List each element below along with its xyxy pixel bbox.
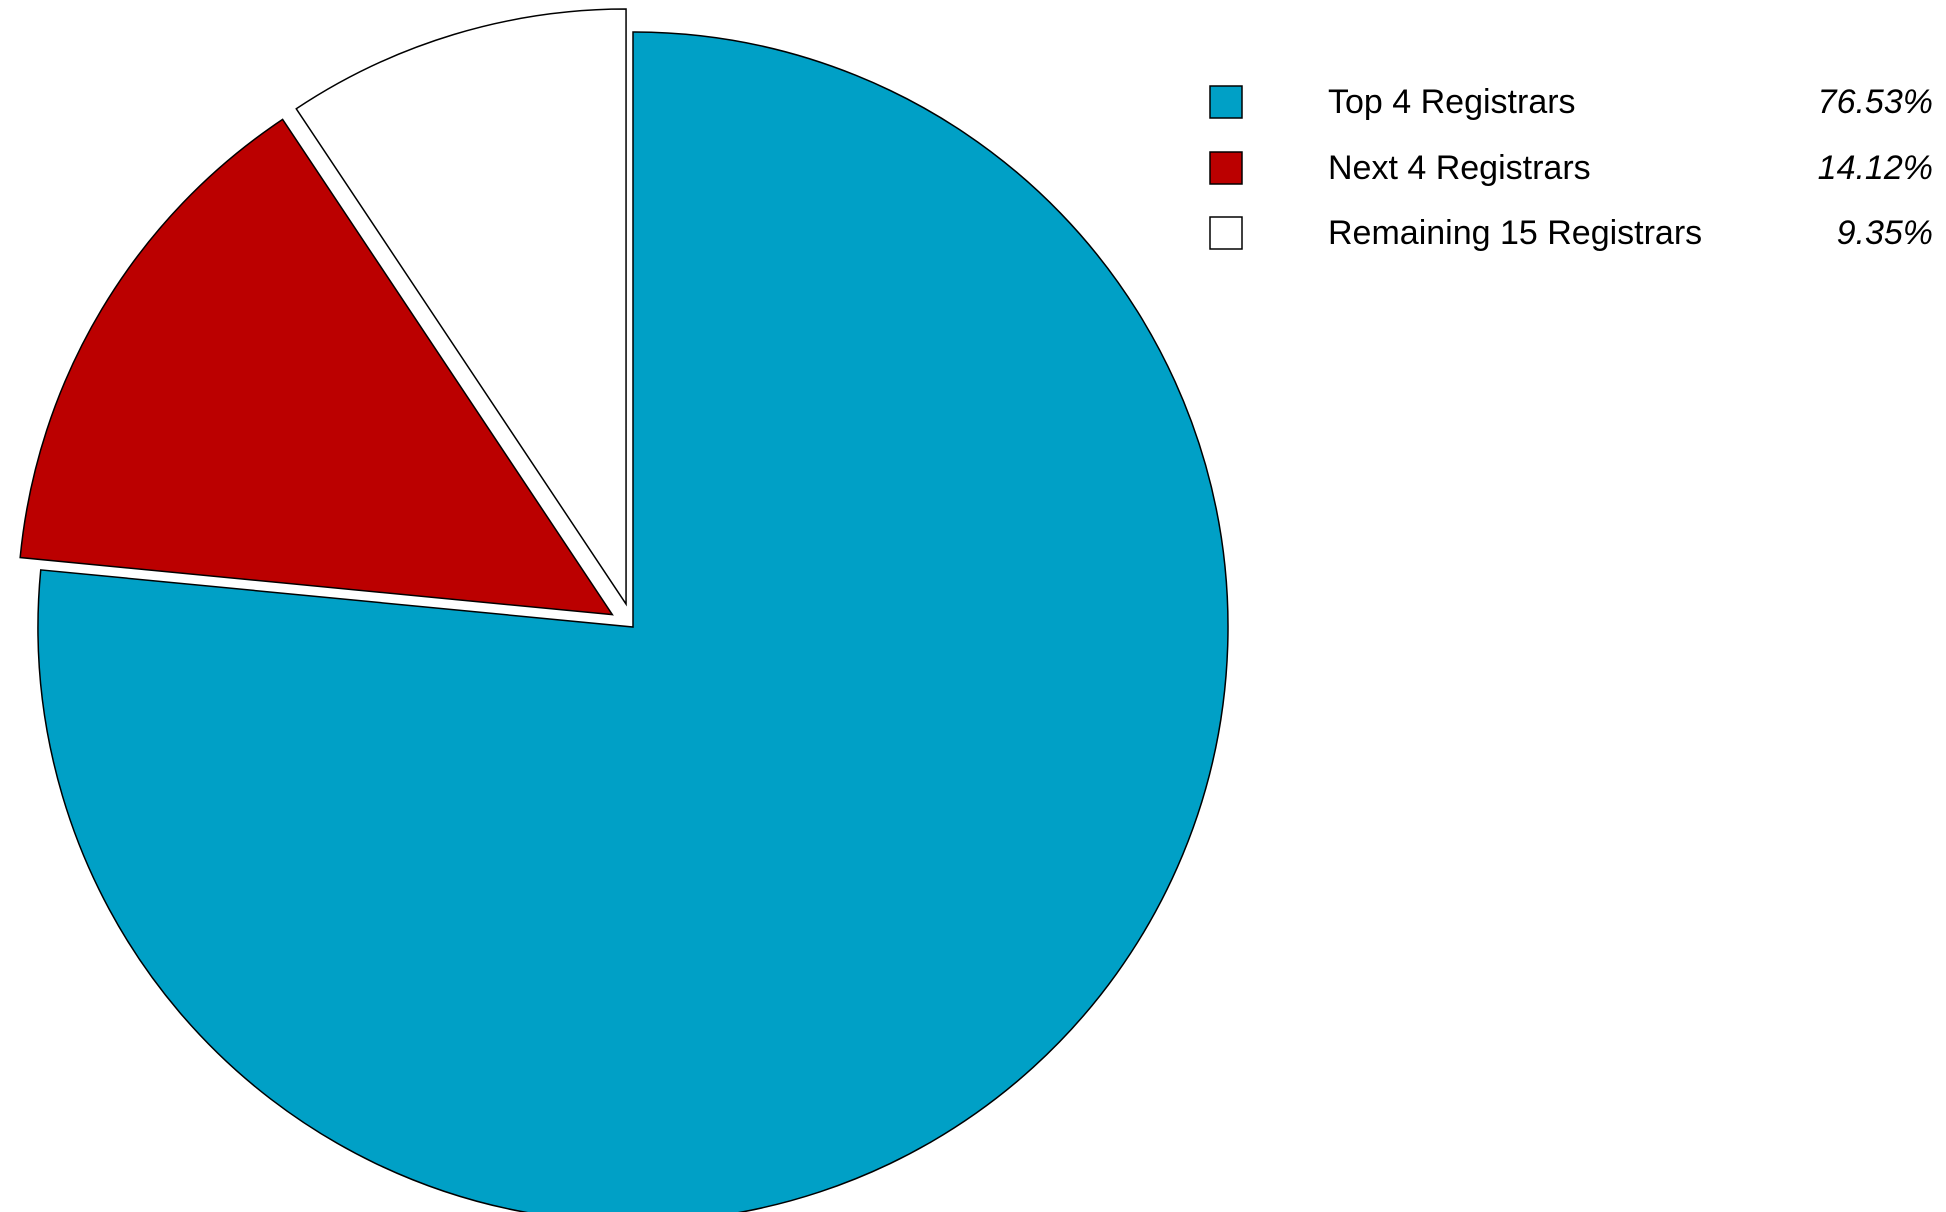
legend-swatch-remaining-15-registrars [1209,216,1243,250]
pie-slice-next-4-registrars [19,118,614,616]
pie-slice-top-4-registrars [37,31,1229,1212]
legend-swatch-top-4-registrars [1209,85,1243,119]
legend-entry-next-4-registrars: Next 4 Registrars 14.12% [1209,149,1933,187]
pie-slice-remaining-15-registrars [295,8,627,607]
legend-value-next-4-registrars: 14.12% [1818,149,1933,187]
legend-entry-top-4-registrars: Top 4 Registrars 76.53% [1209,83,1933,121]
pie-slices [19,8,1229,1212]
legend-value-top-4-registrars: 76.53% [1818,83,1933,121]
legend-value-remaining-15-registrars: 9.35% [1837,214,1933,252]
legend-label-remaining-15-registrars: Remaining 15 Registrars [1328,214,1702,252]
legend-entry-remaining-15-registrars: Remaining 15 Registrars 9.35% [1209,214,1933,252]
legend-swatch-next-4-registrars [1209,151,1243,185]
legend: Top 4 Registrars 76.53% Next 4 Registrar… [1209,83,1933,252]
legend-label-next-4-registrars: Next 4 Registrars [1328,149,1591,187]
legend-label-top-4-registrars: Top 4 Registrars [1328,83,1576,121]
